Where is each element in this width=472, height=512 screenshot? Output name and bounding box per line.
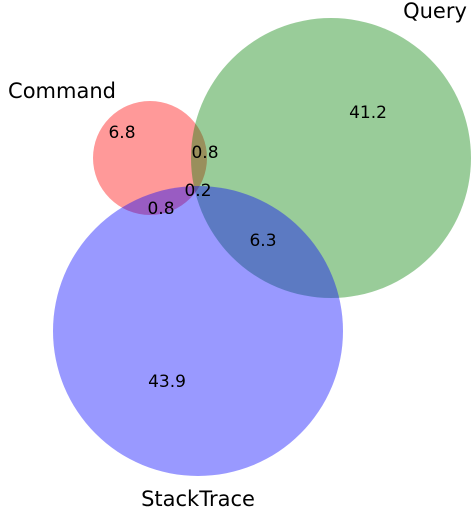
- set-circle: [191, 18, 471, 298]
- region-value: 6.3: [249, 231, 276, 251]
- set-label: Command: [8, 79, 116, 103]
- set-label: StackTrace: [141, 487, 255, 511]
- region-value: 0.2: [184, 181, 211, 201]
- set-circle: [93, 101, 207, 215]
- region-value: 43.9: [148, 372, 186, 392]
- region-value: 6.8: [108, 123, 135, 143]
- region-value: 41.2: [349, 103, 387, 123]
- region-value: 0.8: [191, 143, 218, 163]
- set-label: Query: [403, 0, 467, 23]
- set-circle: [53, 186, 343, 476]
- region-value: 0.8: [147, 199, 174, 219]
